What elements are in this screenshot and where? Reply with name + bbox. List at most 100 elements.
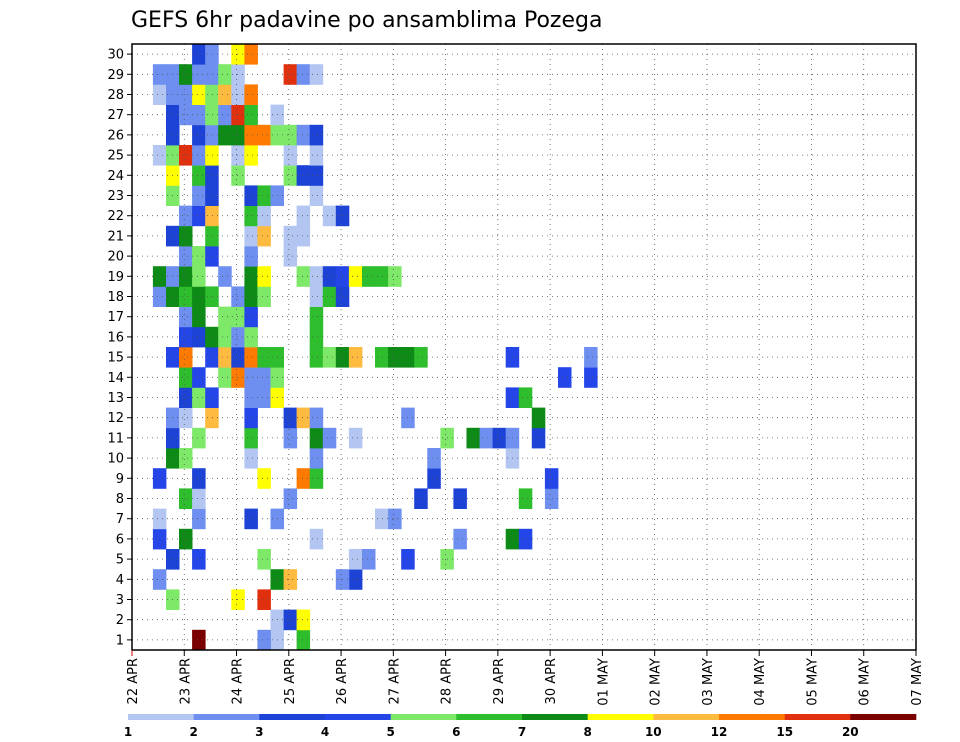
heatmap-cell: [283, 569, 298, 590]
heatmap-cell: [296, 629, 311, 651]
heatmap-cell: [244, 367, 258, 388]
heatmap-cell: [414, 347, 428, 368]
heatmap-cell: [231, 326, 245, 348]
heatmap-cell: [192, 64, 206, 85]
y-tick-label: 9: [116, 472, 124, 487]
heatmap-cell: [322, 347, 337, 368]
heatmap-cell: [492, 427, 507, 449]
heatmap-cell: [309, 185, 324, 206]
heatmap-cell: [544, 488, 559, 509]
x-tick-label: 29 APR: [492, 658, 507, 704]
x-tick-label: 04 MAY: [753, 658, 768, 706]
heatmap-cell: [205, 44, 219, 65]
x-tick-label: 06 MAY: [858, 658, 873, 706]
x-tick-label: 02 MAY: [649, 658, 664, 706]
heatmap-cell: [152, 286, 167, 307]
heatmap-cell: [179, 407, 193, 429]
heatmap-cell: [218, 306, 232, 328]
colorbar-label: 3: [255, 725, 263, 739]
heatmap-cell: [584, 367, 598, 388]
heatmap-cell: [309, 124, 324, 146]
grid-lines: [132, 44, 916, 650]
heatmap-cell: [179, 347, 193, 368]
heatmap-cell: [296, 609, 311, 631]
heatmap-cell: [257, 225, 271, 247]
heatmap-cell: [218, 347, 232, 368]
y-tick-label: 25: [107, 149, 124, 164]
heatmap-cell: [179, 104, 193, 126]
heatmap-cell: [231, 306, 245, 328]
heatmap-cell: [322, 427, 337, 449]
heatmap-cell: [375, 508, 389, 530]
heatmap-cell: [388, 266, 402, 287]
colorbar-label: 1: [124, 725, 132, 739]
colorbar-swatch: [390, 714, 457, 720]
y-tick-label: 20: [107, 250, 124, 265]
x-tick-label: 07 MAY: [910, 658, 925, 706]
heatmap-cell: [257, 286, 271, 307]
plot-frame: [131, 43, 917, 651]
heatmap-cell: [244, 266, 258, 287]
heatmap-cell: [205, 165, 219, 186]
y-tick-label: 27: [107, 108, 124, 123]
heatmap-cell: [257, 468, 271, 489]
x-tick-label: 24 APR: [231, 658, 246, 704]
heatmap-cell: [309, 165, 324, 186]
heatmap-cell: [348, 569, 363, 590]
heatmap-cell: [283, 407, 298, 429]
heatmap-cell: [179, 488, 193, 509]
heatmap-cell: [309, 286, 324, 307]
heatmap-cell: [244, 387, 258, 408]
colorbar-swatch: [653, 714, 720, 720]
heatmap-cell: [257, 266, 271, 287]
heatmap-cell: [218, 326, 232, 348]
heatmap-cell: [192, 44, 206, 65]
colorbar-label: 15: [776, 725, 793, 739]
heatmap-cell: [322, 205, 337, 227]
heatmap-cell: [218, 84, 232, 105]
heatmap-cell: [192, 387, 206, 408]
heatmap-cell: [179, 225, 193, 247]
heatmap-cell: [388, 347, 402, 368]
heatmap-cell: [466, 427, 480, 449]
heatmap-cell: [283, 145, 298, 166]
y-tick-label: 2: [116, 613, 124, 628]
y-axis-ticks: 1234567891011121314151617181920212223242…: [107, 48, 132, 648]
x-tick-label: 30 APR: [544, 658, 559, 704]
heatmap-cell: [283, 488, 298, 509]
heatmap-cell: [179, 286, 193, 307]
heatmap-cell: [205, 225, 219, 247]
heatmap-cell: [205, 124, 219, 146]
heatmap-cell: [192, 286, 206, 307]
y-tick-label: 17: [107, 310, 124, 325]
heatmap-cell: [453, 488, 467, 509]
colorbar-label: 6: [452, 725, 460, 739]
heatmap-cell: [558, 367, 572, 388]
heatmap-cell: [309, 306, 324, 328]
heatmap-cell: [309, 326, 324, 348]
heatmap-cell: [244, 246, 258, 267]
heatmap-cell: [192, 488, 206, 509]
heatmap-cell: [152, 569, 167, 590]
heatmap-cell: [231, 589, 245, 610]
chart-title: GEFS 6hr padavine po ansamblima Pozega: [131, 8, 602, 33]
heatmap-cell: [544, 468, 559, 489]
y-tick-label: 28: [107, 88, 124, 103]
heatmap-cell: [152, 468, 167, 489]
heatmap-cell: [205, 286, 219, 307]
y-tick-label: 29: [107, 68, 124, 83]
x-tick-label: 01 MAY: [596, 658, 611, 706]
heatmap-cell: [296, 468, 311, 489]
heatmap-cell: [179, 448, 193, 469]
heatmap-cell: [283, 609, 298, 631]
colorbar-label: 2: [190, 725, 198, 739]
y-tick-label: 1: [116, 633, 124, 648]
heatmap-cell: [192, 427, 206, 449]
heatmap-cell: [192, 549, 206, 570]
heatmap-cell: [283, 246, 298, 267]
heatmap-cell: [244, 306, 258, 328]
heatmap-cell: [348, 266, 363, 287]
heatmap-cell: [231, 286, 245, 307]
heatmap-cell: [244, 448, 258, 469]
heatmap-cells: [152, 44, 598, 651]
